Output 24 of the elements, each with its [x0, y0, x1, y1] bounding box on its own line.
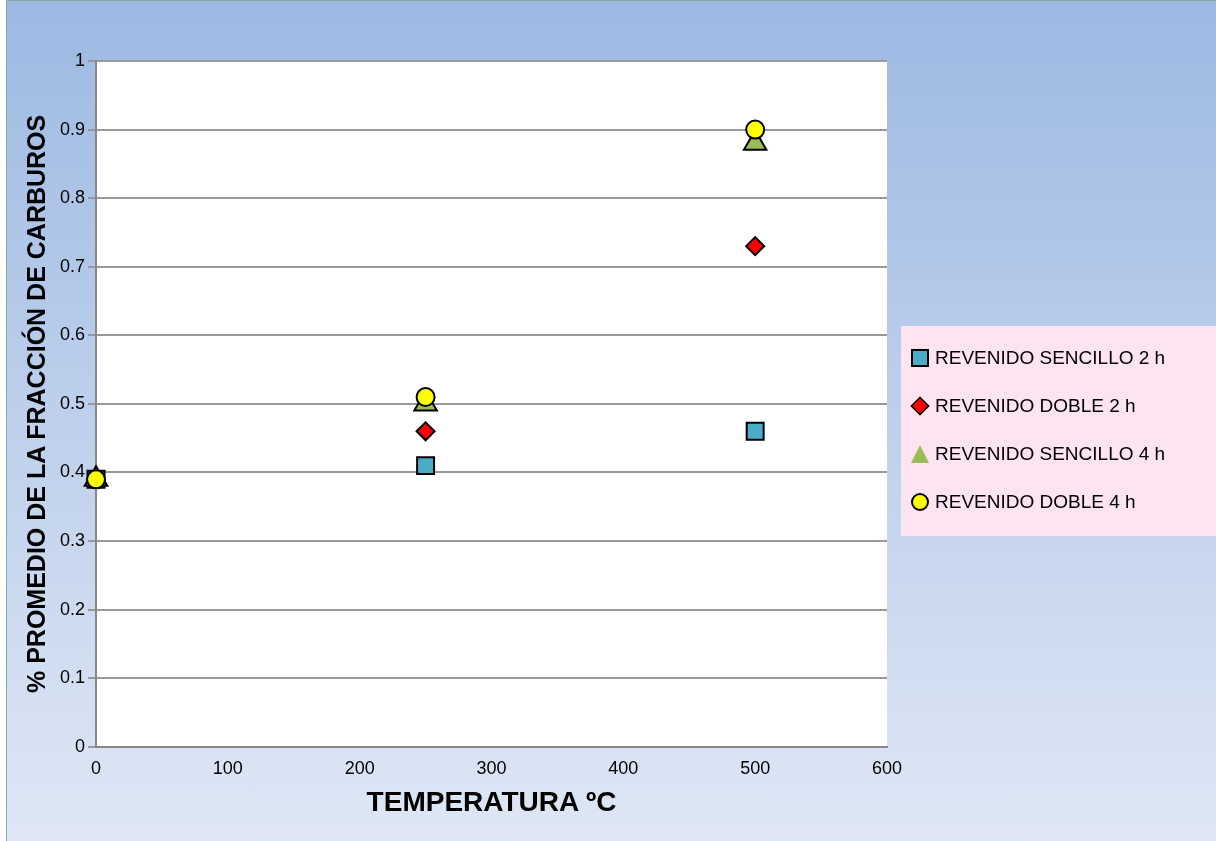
x-tick-label: 600: [871, 757, 903, 778]
legend-label: REVENIDO SENCILLO 2 h: [935, 347, 1166, 369]
y-tick-label: 0: [75, 735, 86, 756]
x-tick-label: 100: [212, 757, 243, 778]
x-tick-label: 0: [91, 757, 102, 778]
legend-label: REVENIDO DOBLE 4 h: [935, 491, 1136, 513]
legend-label: REVENIDO SENCILLO 4 h: [935, 443, 1166, 465]
x-tick-label: 400: [608, 757, 639, 778]
y-axis-title: % PROMEDIO DE LA FRACCIÓN DE CARBUROS: [20, 114, 50, 694]
x-tick-label: 500: [740, 757, 771, 778]
y-tick-label: 1: [75, 49, 86, 70]
y-tick-label: 0.1: [59, 667, 86, 688]
legend-label: REVENIDO DOBLE 2 h: [935, 395, 1136, 417]
y-tick-label: 0.6: [59, 324, 86, 345]
x-tick-label: 200: [344, 757, 375, 778]
y-tick-label: 0.4: [59, 461, 86, 482]
y-tick-label: 0.9: [59, 118, 86, 139]
y-tick-label: 0.2: [59, 598, 86, 619]
y-tick-label: 0.7: [59, 255, 86, 276]
y-tick-label: 0.3: [59, 530, 86, 551]
y-tick-label: 0.5: [59, 392, 86, 413]
x-tick-label: 300: [476, 757, 507, 778]
x-axis-title: TEMPERATURA ºC: [366, 785, 617, 817]
y-tick-label: 0.8: [59, 187, 86, 208]
